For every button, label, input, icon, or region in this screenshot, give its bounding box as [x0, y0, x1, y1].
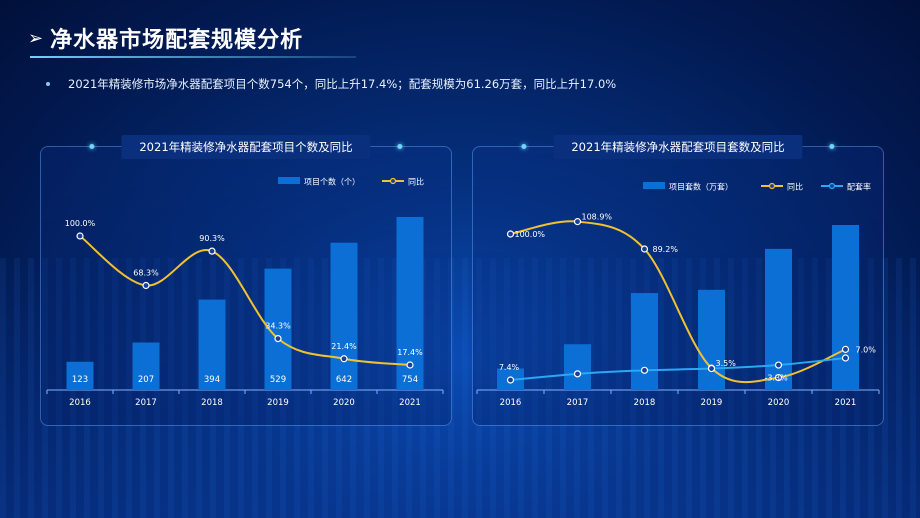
dot-icon	[829, 144, 835, 149]
line-同比	[510, 220, 846, 383]
point-同比-2019	[274, 335, 282, 343]
chart-title-projects-text: 2021年精装修净水器配套项目个数及同比	[139, 140, 353, 154]
bar-2017	[132, 342, 160, 390]
point-label-2018: 90.3%	[199, 234, 225, 243]
page-title-text: 净水器市场配套规模分析	[50, 28, 304, 53]
point-配套率-2020	[774, 361, 783, 369]
dot-icon	[521, 144, 527, 149]
point-label-2016: 100.0%	[515, 230, 546, 239]
legend-swatch-marker	[389, 177, 397, 185]
point-配套率-2017	[573, 370, 582, 378]
x-tick-label-2018: 2018	[201, 398, 223, 408]
chart-title-units-text: 2021年精装修净水器配套项目套数及同比	[571, 140, 785, 154]
bar-2018	[631, 293, 658, 390]
point-配套率-2016	[506, 376, 515, 384]
point-同比-2018	[640, 245, 649, 253]
legend-swatch-marker	[828, 182, 836, 190]
point-label-2020: -3.3%	[765, 374, 789, 383]
point-label-2021: 17.4%	[397, 348, 423, 357]
bullet-icon	[46, 82, 50, 86]
point-同比-2017	[142, 281, 150, 290]
x-tick-label-2017: 2017	[567, 398, 589, 408]
x-tick-label-2018: 2018	[634, 398, 656, 408]
bar-2020	[765, 248, 792, 390]
dot-icon	[89, 144, 95, 149]
title-underline	[30, 56, 356, 58]
point-label-2020: 21.4%	[331, 342, 357, 351]
x-tick-label-2016: 2016	[500, 398, 522, 408]
chart-projects: 2016 2017 2018 2019 2020 2021 123 207 394 529 642 7…	[46, 177, 444, 408]
point-同比-2020	[774, 373, 783, 382]
legend-label-0: 项目个数（个）	[304, 177, 360, 187]
x-tick-label-2016: 2016	[69, 398, 91, 408]
dot-icon	[397, 144, 403, 149]
legend-label-2: 配套率	[847, 182, 871, 192]
chart-panel-units: 2021年精装修净水器配套项目套数及同比 2016 2017 2018 2019 202…	[472, 135, 884, 426]
x-tick-label-2020: 2020	[333, 398, 355, 408]
summary-text: 2021年精装修市场净水器配套项目个数754个，同比上升17.4%；配套规模为6…	[68, 77, 617, 91]
line-同比	[79, 235, 411, 366]
legend-swatch-bar	[278, 177, 300, 184]
bar-label-2017: 207	[138, 375, 154, 385]
bar-2016	[66, 361, 94, 390]
point-同比-2021	[841, 345, 850, 353]
bar-label-2020: 642	[336, 375, 352, 385]
point-同比-2016	[76, 232, 84, 240]
x-tick-label-2017: 2017	[135, 398, 157, 408]
chart-title-projects: 2021年精装修净水器配套项目个数及同比	[89, 135, 403, 159]
bar-2019	[698, 289, 725, 390]
point-label-2021: 7.0%	[856, 345, 877, 354]
point-同比-2021	[406, 361, 414, 369]
chart-units: 2016 2017 2018 2019 2020 2021 100.0% 108.9% 89.2…	[476, 182, 880, 408]
bar-label-2016: 123	[72, 375, 88, 385]
legend-swatch-marker	[768, 182, 776, 190]
summary-line: 2021年精装修市场净水器配套项目个数754个，同比上升17.4%；配套规模为6…	[46, 76, 616, 92]
legend-label-1: 同比	[408, 177, 424, 187]
legend-label-1: 同比	[787, 182, 803, 192]
x-tick-label-2021: 2021	[835, 398, 857, 408]
bar-label-2018: 394	[204, 375, 220, 385]
x-tick-label-2021: 2021	[399, 398, 421, 408]
point-同比-2016	[506, 230, 515, 238]
point-label-2017: 108.9%	[582, 213, 613, 222]
bar-2017	[564, 344, 591, 390]
bar-label-2019: 529	[270, 375, 286, 385]
point-label-2018: 89.2%	[653, 245, 679, 254]
rate-label-2016: 7.4%	[499, 363, 520, 372]
bar-2021	[396, 217, 424, 390]
point-label-2019: 3.5%	[716, 359, 737, 368]
point-同比-2020	[340, 355, 348, 363]
point-同比-2018	[208, 247, 216, 255]
point-配套率-2021	[841, 354, 850, 362]
point-label-2017: 68.3%	[133, 269, 159, 278]
point-label-2016: 100.0%	[65, 219, 96, 228]
legend-label-0: 项目套数（万套）	[669, 182, 733, 192]
line-配套率	[510, 357, 846, 381]
x-tick-label-2019: 2019	[267, 398, 289, 408]
bar-2021	[832, 225, 859, 390]
bar-2020	[330, 242, 358, 390]
chart-panel-projects: 2021年精装修净水器配套项目个数及同比 2016 2017 2018 2019 202…	[40, 135, 452, 426]
bar-label-2021: 754	[402, 375, 418, 385]
bar-2018	[198, 299, 226, 390]
x-tick-label-2019: 2019	[701, 398, 723, 408]
legend-swatch-bar	[643, 182, 665, 189]
point-同比-2017	[573, 218, 582, 226]
point-配套率-2019	[707, 364, 716, 373]
arrow-icon: ➢	[28, 27, 45, 49]
chart-title-units: 2021年精装修净水器配套项目套数及同比	[521, 135, 835, 159]
point-配套率-2018	[640, 366, 649, 374]
x-tick-label-2020: 2020	[768, 398, 790, 408]
point-label-2019: 34.3%	[265, 322, 291, 331]
page-title: ➢ 净水器市场配套规模分析	[28, 22, 303, 54]
